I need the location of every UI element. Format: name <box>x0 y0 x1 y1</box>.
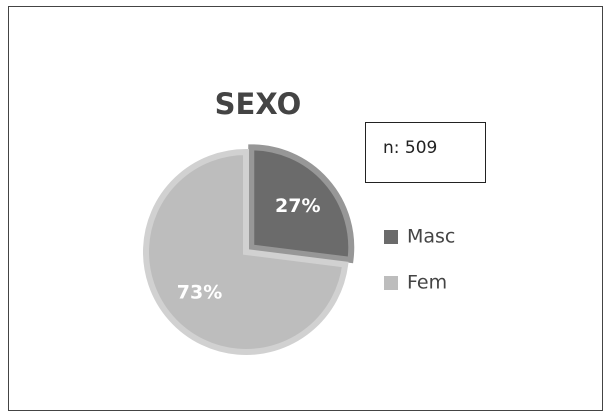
legend-swatch <box>384 230 398 244</box>
annotation-box <box>365 122 486 183</box>
data-label: 73% <box>177 282 222 304</box>
chart-title: SEXO <box>215 87 302 121</box>
data-label: 27% <box>275 195 320 217</box>
pie-slice <box>143 148 349 355</box>
annotation: n: 509 <box>383 138 437 158</box>
legend-swatch <box>384 276 398 290</box>
legend-label: Masc <box>407 226 455 248</box>
pie-slice <box>248 144 355 264</box>
legend-label: Fem <box>407 272 447 294</box>
